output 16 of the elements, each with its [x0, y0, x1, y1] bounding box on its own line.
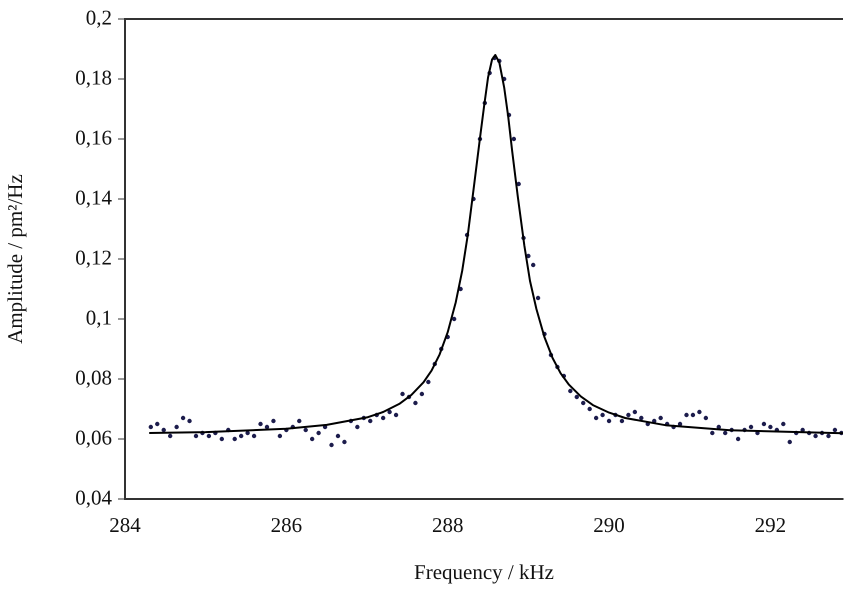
y-tick-label: 0,16	[75, 126, 112, 150]
x-tick-label: 290	[593, 513, 625, 538]
y-tick-label: 0,18	[75, 66, 112, 90]
y-tick-label: 0,08	[75, 366, 112, 390]
y-tick-label: 0,12	[75, 246, 112, 270]
y-tick-label: 0,06	[75, 426, 112, 450]
x-tick-label: 284	[109, 513, 142, 538]
y-tick-label: 0,1	[86, 306, 112, 330]
x-tick-label: 288	[432, 513, 464, 538]
y-axis-title: Amplitude / pm²/Hz	[3, 174, 28, 344]
x-tick-label: 292	[754, 513, 786, 538]
x-tick-label: 286	[270, 513, 302, 538]
y-tick-label: 0,2	[86, 6, 112, 30]
y-tick-label: 0,14	[75, 186, 112, 210]
x-axis-title: Frequency / kHz	[414, 560, 554, 584]
y-tick-label: 0,04	[75, 486, 112, 510]
